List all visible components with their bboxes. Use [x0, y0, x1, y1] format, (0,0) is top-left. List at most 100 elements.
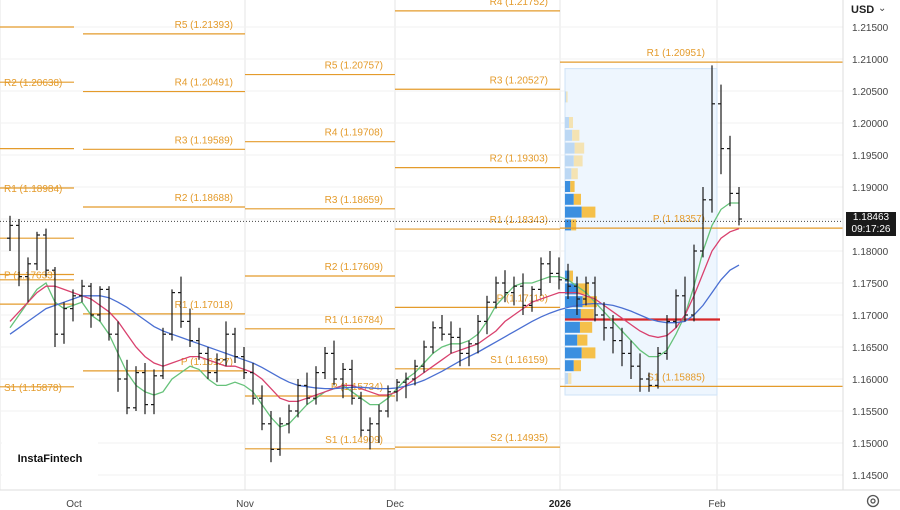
ohlc-bar	[25, 257, 31, 303]
volume-profile-bar	[570, 181, 575, 192]
currency-selector[interactable]: USD	[851, 4, 875, 16]
ohlc-bar	[61, 302, 67, 344]
ohlc-bar	[52, 267, 58, 347]
ohlc-bar	[259, 385, 265, 431]
ohlc-bar	[421, 340, 427, 373]
volume-profile-bar	[565, 309, 581, 320]
pivot-label: P (1.17633)	[4, 270, 56, 281]
current-price-badge: 1.18463 09:17:26	[846, 212, 896, 236]
ohlc-bar	[583, 276, 589, 306]
y-axis-tick: 1.14500	[852, 471, 889, 482]
volume-profile-bar	[565, 168, 572, 180]
ohlc-bar	[601, 302, 607, 341]
chevron-down-icon[interactable]: ⌄	[878, 3, 887, 14]
volume-profile-bar	[569, 270, 573, 282]
y-axis-tick: 1.16000	[852, 375, 889, 386]
ohlc-bar	[412, 359, 418, 386]
y-axis-tick: 1.20500	[852, 87, 889, 98]
ohlc-bar	[736, 187, 742, 226]
pivot-label: R2 (1.19303)	[490, 154, 548, 165]
ohlc-bar	[43, 228, 49, 277]
ohlc-bar	[250, 363, 256, 405]
ohlc-bar	[484, 295, 490, 335]
pivot-label: R3 (1.20527)	[490, 75, 548, 86]
ohlc-bar	[646, 372, 652, 392]
ohlc-bar	[331, 340, 337, 386]
ohlc-bar	[286, 404, 292, 434]
pivot-label: R1 (1.18984)	[4, 184, 62, 195]
pivot-label: P (1.17119)	[497, 293, 548, 304]
ohlc-bar	[340, 363, 346, 399]
volume-profile-bar	[580, 309, 594, 320]
ohlc-bar	[151, 369, 157, 415]
ohlc-bar	[376, 404, 382, 443]
pivot-label: R2 (1.18688)	[175, 193, 233, 204]
pivot-label: R5 (1.20757)	[325, 61, 383, 72]
ohlc-bar	[403, 372, 409, 399]
volume-profile-bar	[573, 193, 581, 205]
pivot-label: R3 (1.19589)	[175, 135, 233, 146]
ohlc-bar	[115, 321, 121, 392]
volume-profile-bar	[573, 360, 581, 372]
pivot-label: R2 (1.17609)	[325, 262, 383, 273]
pivot-label: R5 (1.21393)	[175, 20, 233, 31]
pivot-label: S1 (1.15878)	[4, 383, 62, 394]
x-axis-tick: 2026	[549, 499, 572, 510]
volume-profile-bar	[565, 270, 570, 282]
ohlc-bar	[664, 315, 670, 360]
pivot-label: S2 (1.14935)	[490, 433, 548, 444]
ohlc-bar	[538, 257, 544, 296]
volume-profile-bar	[565, 117, 569, 128]
y-axis-tick: 1.21000	[852, 55, 889, 66]
ohlc-bar	[70, 289, 76, 322]
ohlc-bar	[673, 289, 679, 328]
y-axis-tick: 1.19500	[852, 151, 889, 162]
ohlc-bar	[187, 308, 193, 347]
ohlc-bar	[439, 315, 445, 341]
ohlc-bar	[214, 353, 220, 383]
countdown-timer: 09:17:26	[851, 224, 891, 235]
y-axis-tick: 1.19000	[852, 183, 889, 194]
volume-profile-bar	[573, 155, 583, 167]
volume-profile-bar	[582, 296, 597, 308]
ohlc-bar	[475, 315, 481, 354]
y-axis-tick: 1.17000	[852, 311, 889, 322]
volume-profile-bar	[565, 129, 573, 141]
ohlc-bar	[34, 231, 40, 271]
settings-icon[interactable]	[866, 494, 880, 508]
ohlc-bar	[628, 340, 634, 379]
ohlc-bar	[493, 276, 499, 309]
ohlc-bar	[466, 340, 472, 367]
y-axis-tick: 1.18000	[852, 247, 889, 258]
pivot-label: R1 (1.18343)	[490, 215, 548, 226]
ohlc-bar	[142, 363, 148, 415]
ohlc-bar	[232, 327, 238, 363]
volume-profile-bar	[572, 129, 580, 141]
volume-profile-bar	[565, 219, 572, 231]
ohlc-bar	[727, 135, 733, 207]
pivot-label: R2 (1.20638)	[4, 78, 62, 89]
volume-profile-bar	[571, 219, 577, 231]
pivot-label: P (1.16127)	[181, 357, 233, 368]
ohlc-bar	[88, 283, 94, 328]
volume-profile-bar	[565, 206, 582, 218]
ohlc-bar	[637, 353, 643, 392]
ohlc-bar	[124, 359, 130, 415]
y-axis-tick: 1.21500	[852, 23, 889, 34]
pivot-label: P (1.18357)	[653, 214, 705, 225]
volume-profile-bar	[565, 373, 569, 384]
volume-profile-bar	[565, 334, 578, 346]
volume-profile-bar	[577, 334, 588, 346]
volume-profile-bar	[565, 283, 579, 295]
ohlc-bar	[529, 286, 535, 312]
ohlc-bar	[619, 327, 625, 367]
pivot-label: S1 (1.16159)	[490, 355, 548, 366]
volume-profile-bar	[565, 360, 574, 372]
y-axis-tick: 1.15500	[852, 407, 889, 418]
volume-profile-bar	[565, 193, 574, 205]
ohlc-bar	[556, 257, 562, 290]
volume-profile-bar	[578, 283, 589, 295]
volume-profile-bar	[565, 321, 580, 333]
ohlc-bar	[691, 244, 697, 322]
